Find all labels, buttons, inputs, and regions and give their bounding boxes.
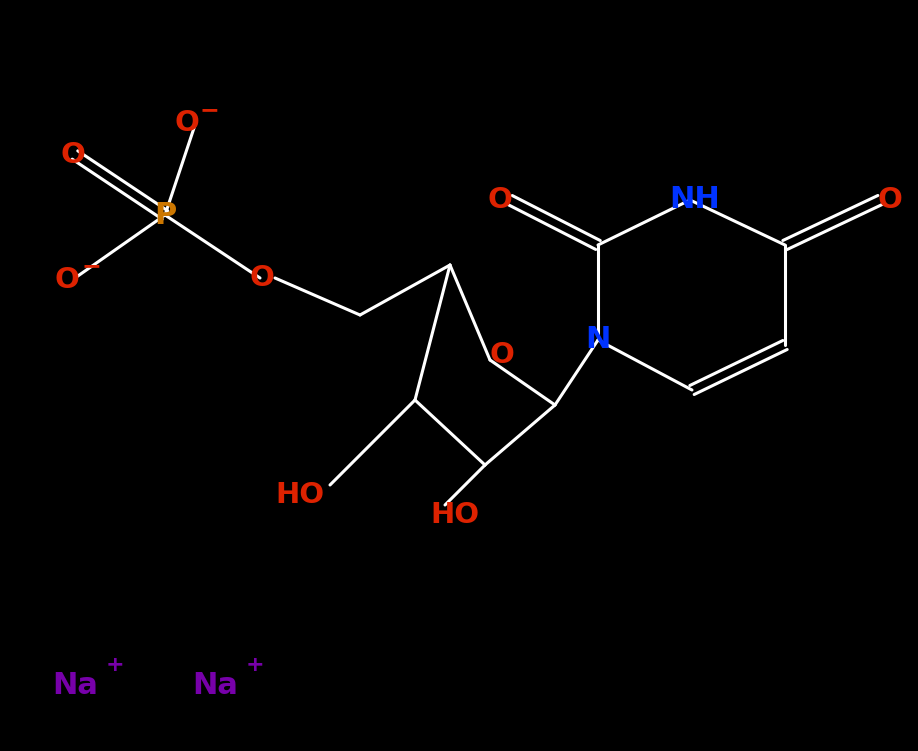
Text: HO: HO xyxy=(275,481,325,509)
Text: O: O xyxy=(250,264,274,292)
Text: −: − xyxy=(199,98,218,122)
Text: O: O xyxy=(878,186,902,214)
Text: Na: Na xyxy=(192,671,238,699)
Text: HO: HO xyxy=(431,501,479,529)
Text: O: O xyxy=(61,141,85,169)
Text: Na: Na xyxy=(52,671,98,699)
Text: P: P xyxy=(154,201,176,230)
Text: O: O xyxy=(489,341,514,369)
Text: +: + xyxy=(106,655,124,675)
Text: O: O xyxy=(487,186,512,214)
Text: +: + xyxy=(246,655,264,675)
Text: N: N xyxy=(586,325,610,354)
Text: −: − xyxy=(81,254,101,278)
Text: O: O xyxy=(174,109,199,137)
Text: NH: NH xyxy=(669,185,721,215)
Text: O: O xyxy=(54,266,80,294)
